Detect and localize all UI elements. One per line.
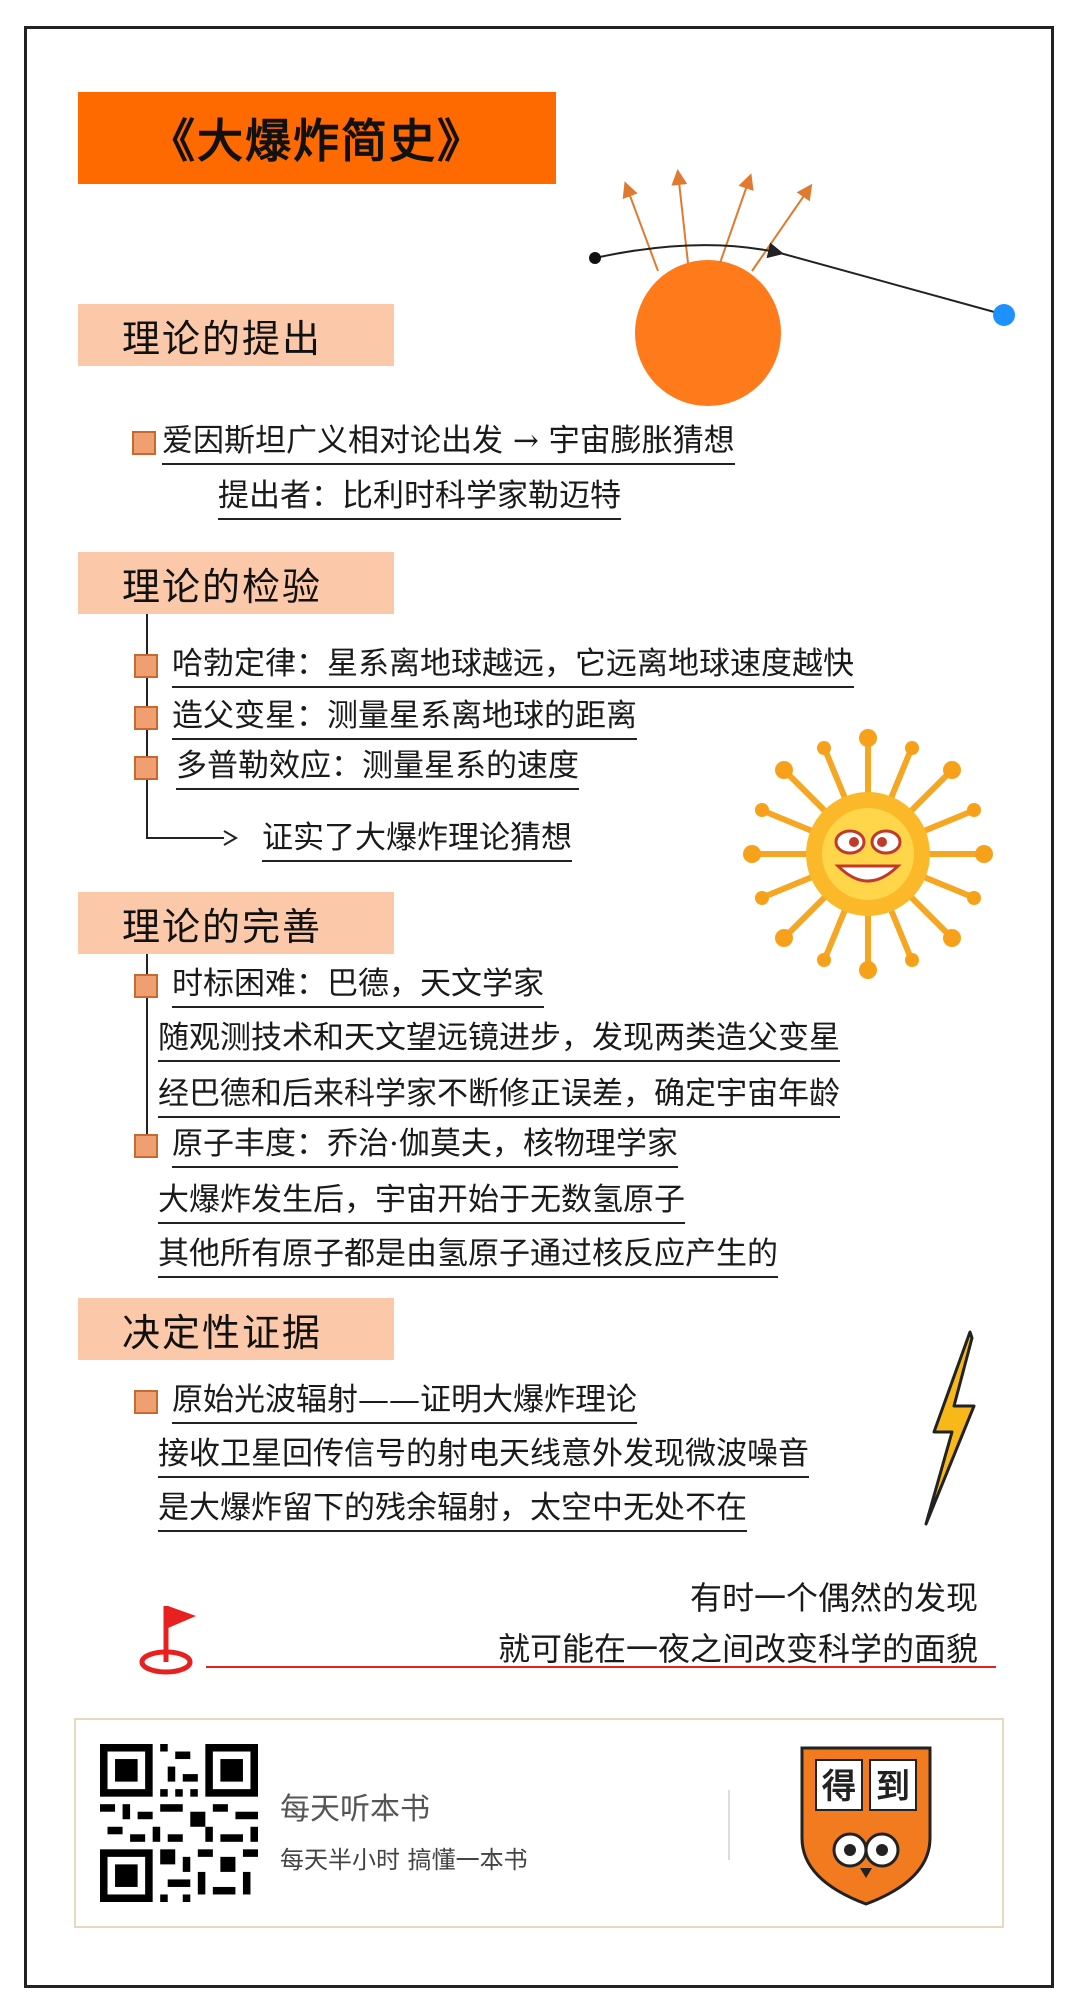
evidence-detail-1: 接收卫星回传信号的射电天线意外发现微波噪音 — [158, 1434, 809, 1478]
bullet-box — [134, 706, 158, 730]
closing-line-2: 就可能在一夜之间改变科学的面貌 — [497, 1630, 978, 1668]
refinement-item-2: 原子丰度：乔治·伽莫夫，核物理学家 — [172, 1124, 678, 1168]
refinement-connector — [146, 954, 148, 1140]
footer-divider — [728, 1790, 730, 1860]
refinement-item-1-detail-2: 经巴德和后来科学家不断修正误差，确定宇宙年龄 — [158, 1074, 840, 1118]
bullet-box — [132, 431, 156, 455]
verification-connector-arrow-line — [146, 837, 224, 839]
closing-line-1: 有时一个偶然的发现 — [689, 1579, 978, 1617]
refinement-item-1: 时标困难：巴德，天文学家 — [172, 964, 544, 1008]
page-title: 《大爆炸简史》 — [149, 114, 485, 168]
verification-item-1: 哈勃定律：星系离地球越远，它远离地球速度越快 — [172, 644, 854, 688]
bullet-box — [134, 974, 158, 998]
qr-code[interactable] — [100, 1744, 258, 1902]
app-slogan: 每天半小时 搞懂一本书 — [280, 1846, 528, 1874]
evidence-item-1: 原始光波辐射——证明大爆炸理论 — [172, 1380, 637, 1424]
sun-orbit-diagram — [589, 169, 1015, 406]
dedao-logo[interactable]: 得 到 — [796, 1742, 936, 1908]
page-frame — [24, 26, 1054, 1988]
evidence-detail-2: 是大爆炸留下的残余辐射，太空中无处不在 — [158, 1488, 747, 1532]
bullet-box — [134, 1390, 158, 1414]
section-heading-refinement: 理论的完善 — [78, 892, 394, 954]
refinement-item-1-detail-1: 随观测技术和天文望远镜进步，发现两类造父变星 — [158, 1018, 840, 1062]
section-heading-evidence: 决定性证据 — [78, 1298, 394, 1360]
refinement-item-2-detail-2: 其他所有原子都是由氢原子通过核反应产生的 — [158, 1234, 778, 1278]
proposal-line-2: 提出者：比利时科学家勒迈特 — [218, 476, 621, 520]
arrow-right-icon — [223, 830, 238, 846]
orange-sun — [635, 260, 781, 406]
lightning-bolt-icon — [924, 1330, 976, 1526]
refinement-item-2-detail-1: 大爆炸发生后，宇宙开始于无数氢原子 — [158, 1180, 685, 1224]
bullet-box — [134, 654, 158, 678]
verification-item-3: 多普勒效应：测量星系的速度 — [176, 746, 579, 790]
section-heading-verification: 理论的检验 — [78, 552, 394, 614]
closing-underline — [206, 1666, 996, 1668]
section-heading-proposal: 理论的提出 — [78, 304, 394, 366]
app-name: 每天听本书 — [280, 1792, 430, 1827]
bullet-box — [134, 756, 158, 780]
smiling-sun-illustration — [743, 729, 993, 979]
bullet-box — [134, 1134, 158, 1158]
logo-char-1: 得 — [821, 1767, 856, 1807]
flag-icon — [139, 1606, 196, 1675]
proposal-line-1: 爱因斯坦广义相对论出发 → 宇宙膨胀猜想 — [162, 421, 735, 465]
logo-char-2: 到 — [876, 1767, 910, 1807]
title-banner: 《大爆炸简史》 — [78, 92, 556, 184]
verification-item-2: 造父变星：测量星系离地球的距离 — [172, 696, 637, 740]
verification-conclusion: 证实了大爆炸理论猜想 — [262, 818, 572, 862]
